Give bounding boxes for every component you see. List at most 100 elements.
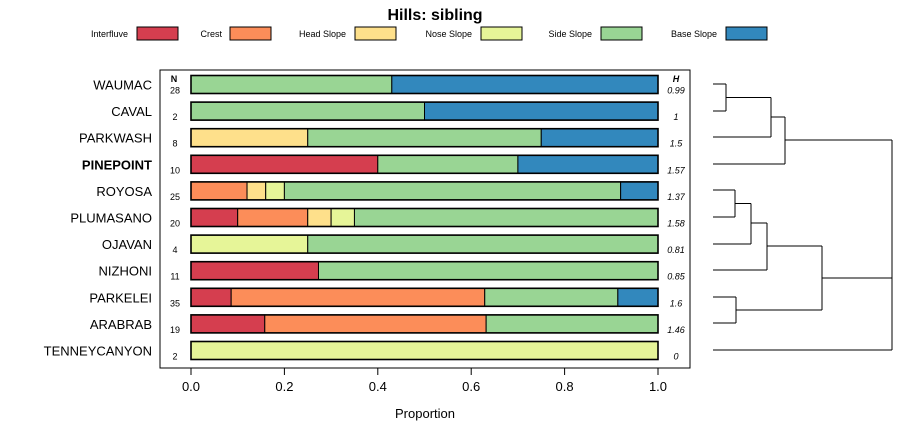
plot-panel [159,69,691,369]
bar-outline [190,154,659,175]
row-label: ROYOSA [96,184,152,199]
legend-swatch [136,26,179,41]
h-column-header: H [673,74,680,84]
bar-row: PLUMASANO 20 1.58 [70,207,685,229]
bar-row: PARKWASH 8 1.5 [79,127,683,149]
bar-outline [190,181,659,201]
n-value: 25 [170,192,180,202]
row-label: NIZHONI [99,264,152,279]
n-value: 2 [172,112,177,122]
legend-swatch [480,26,523,41]
n-value: 10 [170,165,180,175]
row-label: WAUMAC [93,78,152,93]
legend-label: Base Slope [671,29,717,39]
dendrogram-branch [713,97,772,138]
bar-segment-base-slope [517,154,659,174]
dendrogram-branch [785,139,893,279]
legend: Interfluve Crest Head Slope Nose Slope Side … [91,26,768,41]
bar-segment-base-slope [391,75,659,94]
bar-outline [190,340,659,361]
row-label: OJAVAN [102,237,152,252]
bar-segment-nose-slope [330,208,355,227]
bar-outline [190,287,659,308]
bar-segment-head-slope [307,208,332,227]
bar-segment-side-slope [484,287,619,307]
n-value: 2 [172,352,177,362]
bar-row: PARKELEI 35 1.6 [89,287,683,308]
bar-segment-interfluve [190,208,239,227]
legend-swatch [354,26,397,41]
dendrogram [713,83,893,351]
x-tick-label: 0.4 [369,379,387,394]
legend-swatch [600,26,643,41]
x-tick-label: 0.8 [556,379,574,394]
bar-row: WAUMAC 28 0.99 [93,74,685,96]
h-value: 1.58 [667,219,685,229]
n-value: 20 [170,219,180,229]
bar-segment-base-slope [620,181,659,201]
x-tick-label: 0.0 [182,379,200,394]
row-label: ARABRAB [90,317,152,332]
h-value: 0 [673,352,678,362]
bar-segment-interfluve [190,261,319,281]
bar-rows: WAUMAC 28 0.99 CAVAL 2 1 PARKWASH 8 1.5 PINEPOINT… [44,74,686,362]
n-value: 8 [172,139,177,149]
bar-outline [190,74,659,95]
chart-title: Hills: sibling [387,7,482,24]
row-label: CAVAL [111,104,152,119]
h-value: 1.57 [667,165,686,175]
n-value: 11 [170,272,179,282]
bar-outline [190,260,659,281]
h-value: 1 [673,112,678,122]
dendrogram-branch [713,209,893,351]
bar-segment-head-slope [246,181,267,201]
row-label: PARKWASH [79,131,152,146]
bar-segment-nose-slope [190,341,659,360]
bar-segment-side-slope [317,261,659,281]
row-label: PLUMASANO [70,211,152,226]
bar-outline [190,101,659,121]
bar-outline [190,314,659,334]
legend-label: Side Slope [548,29,592,39]
bar-segment-nose-slope [190,234,309,254]
n-value: 35 [170,298,180,308]
legend-label: Interfluve [91,29,128,39]
row-label: TENNEYCANYON [44,344,152,359]
n-column-header: N [171,74,178,84]
bar-segment-crest [230,287,486,307]
bar-outline [190,127,659,148]
n-value: 4 [172,245,177,255]
bar-segment-side-slope [307,234,659,254]
h-value: 0.85 [667,272,686,282]
legend-label: Head Slope [299,29,346,39]
bar-row: PINEPOINT 10 1.57 [82,154,686,175]
x-tick-label: 1.0 [649,379,667,394]
bar-segment-crest [237,208,309,227]
dendrogram-branch [713,83,727,112]
h-value: 0.81 [667,245,685,255]
legend-swatch [229,26,272,41]
bar-row: CAVAL 2 1 [111,101,679,122]
bar-segment-base-slope [424,101,659,121]
bar-segment-side-slope [377,154,519,174]
legend-label: Crest [200,29,222,39]
bar-segment-side-slope [190,75,393,94]
bar-segment-side-slope [283,181,622,201]
row-label: PARKELEI [89,290,152,305]
bar-segment-interfluve [190,154,379,174]
bar-segment-interfluve [190,287,232,307]
bar-segment-nose-slope [265,181,285,201]
bar-segment-side-slope [190,101,425,121]
bar-row: OJAVAN 4 0.81 [102,234,685,255]
bar-segment-interfluve [190,314,266,334]
bar-segment-base-slope [617,287,659,307]
bar-row: ARABRAB 19 1.46 [90,314,685,335]
bar-segment-crest [190,181,248,201]
h-value: 1.6 [670,298,683,308]
bar-row: NIZHONI 11 0.85 [99,260,686,282]
bar-segment-side-slope [485,314,659,334]
bar-row: TENNEYCANYON 2 0 [44,340,679,362]
bar-row: ROYOSA 25 1.37 [96,181,686,202]
bar-segment-crest [264,314,487,334]
